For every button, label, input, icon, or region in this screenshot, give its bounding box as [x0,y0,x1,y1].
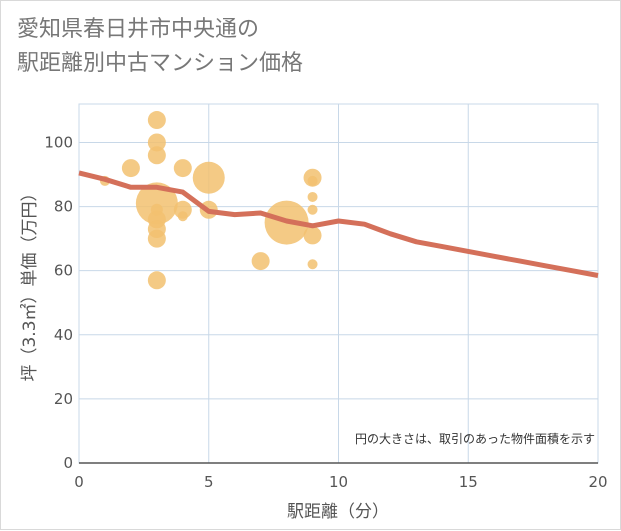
x-tick-label: 0 [74,473,84,491]
chart-title: 愛知県春日井市中央通の 駅距離別中古マンション価格 [17,13,303,81]
data-point-bubble [121,159,140,178]
x-tick-label: 15 [459,473,478,491]
y-tick-label: 20 [54,390,73,408]
chart-title-line2: 駅距離別中古マンション価格 [17,51,304,76]
y-axis-label: 坪（3.3㎡）単価（万円） [20,184,40,381]
data-point-bubble [307,204,318,215]
data-point-bubble [307,175,318,186]
trend-line [78,170,599,278]
data-point-bubble [147,271,166,290]
x-tick-label: 10 [329,473,348,491]
trend-series [78,170,599,278]
data-point-bubble [251,252,270,271]
data-point-bubble [177,211,188,222]
y-tick-label: 80 [54,198,73,216]
data-point-bubble [150,203,163,216]
y-tick-label: 0 [63,454,73,472]
size-annotation: 円の大きさは、取引のあった物件面積を示す [355,431,595,446]
x-tick-label: 5 [204,473,214,491]
data-point-bubble [147,133,166,152]
x-tick-label: 20 [588,473,607,491]
data-point-bubble [173,159,192,178]
y-tick-label: 60 [54,262,73,280]
data-point-bubble [147,111,166,130]
axis-ticks: 0 20 40 60 80 100 0 5 10 15 20 [44,133,607,491]
bubble-series [99,111,322,290]
data-point-bubble [303,226,322,245]
data-point-bubble [192,161,225,194]
y-tick-label: 40 [54,326,73,344]
data-point-bubble [307,259,318,270]
data-point-bubble [135,182,178,225]
chart-title-line1: 愛知県春日井市中央通の [17,17,260,42]
data-point-bubble [147,146,166,165]
data-point-bubble [147,229,166,248]
y-tick-label: 100 [44,133,73,151]
x-axis-label: 駅距離（分） [287,502,389,522]
data-point-bubble [307,191,318,202]
